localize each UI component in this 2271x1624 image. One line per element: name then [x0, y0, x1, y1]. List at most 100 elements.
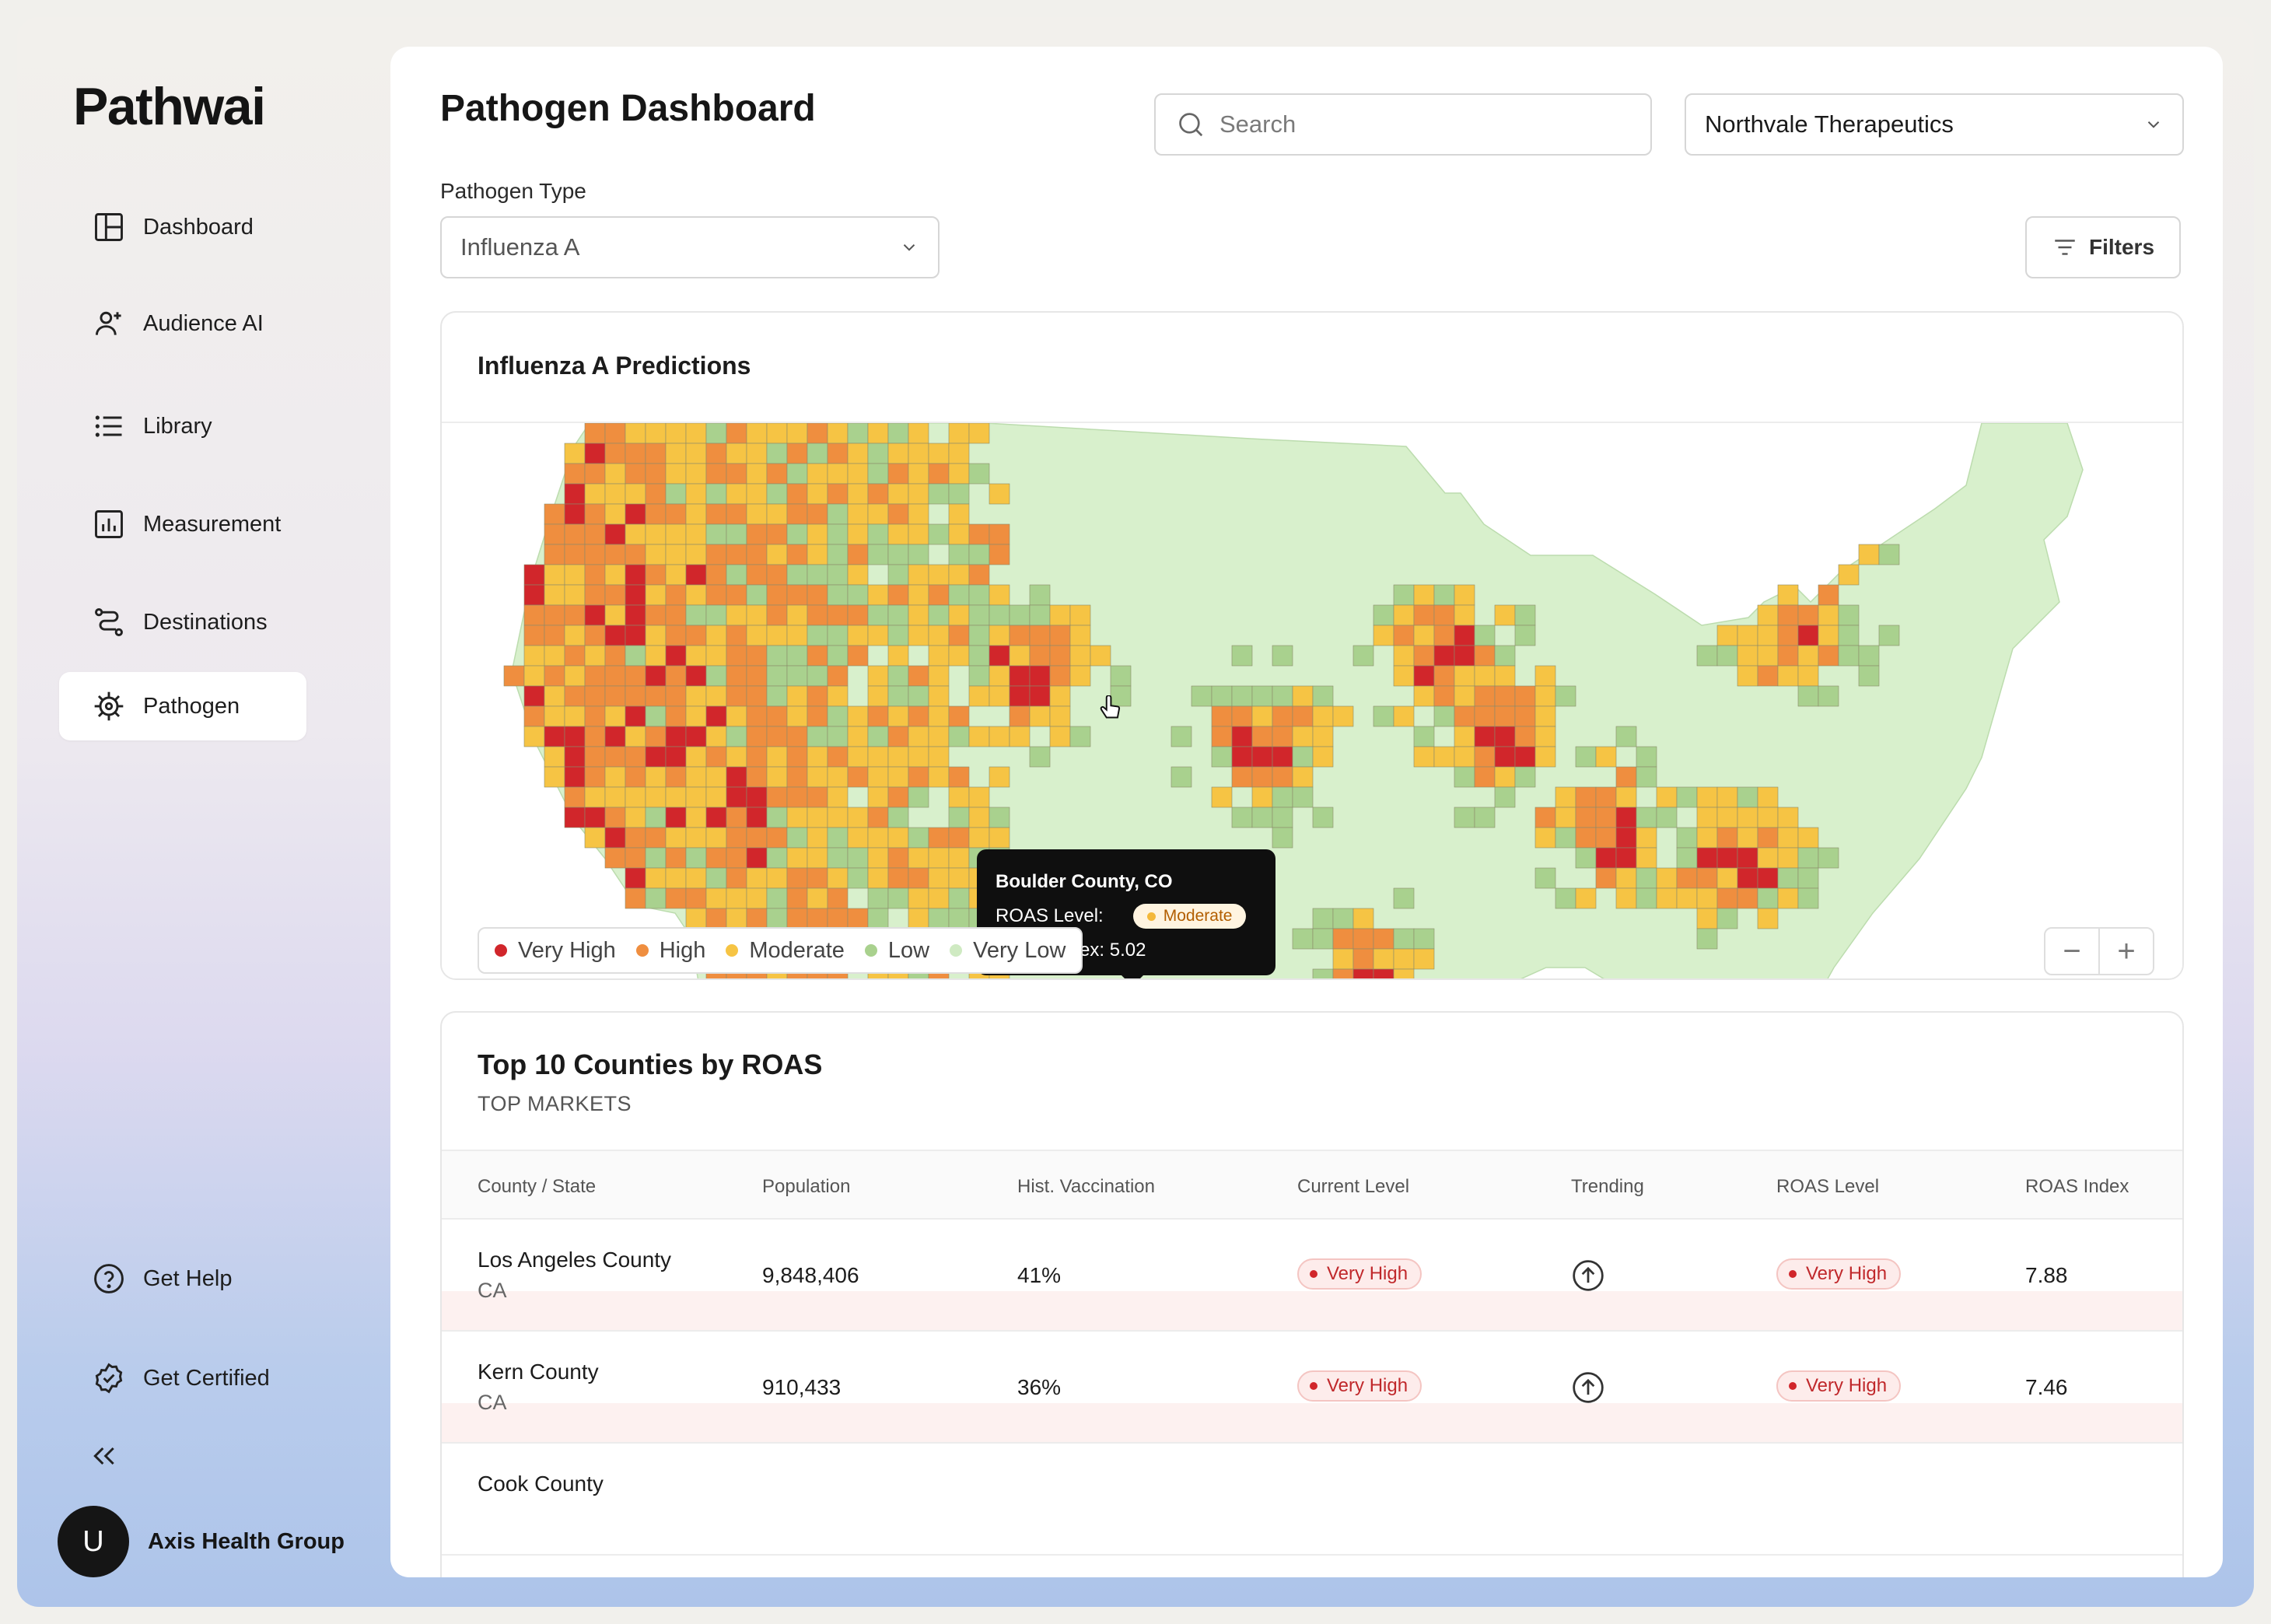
county-region[interactable]: [1454, 766, 1475, 788]
county-region[interactable]: [807, 463, 828, 485]
county-region[interactable]: [645, 766, 667, 788]
county-region[interactable]: [625, 443, 646, 464]
county-region[interactable]: [786, 726, 808, 747]
county-region[interactable]: [847, 422, 869, 444]
county-region[interactable]: [766, 584, 788, 606]
county-region[interactable]: [948, 564, 970, 586]
county-region[interactable]: [928, 887, 950, 909]
sidebar-item-pathogen[interactable]: Pathogen: [59, 672, 306, 740]
county-region[interactable]: [1514, 726, 1536, 747]
county-region[interactable]: [1595, 867, 1617, 889]
county-region[interactable]: [1534, 705, 1556, 727]
county-region[interactable]: [625, 625, 646, 646]
county-region[interactable]: [1716, 807, 1738, 828]
county-region[interactable]: [625, 584, 646, 606]
county-region[interactable]: [928, 705, 950, 727]
county-region[interactable]: [968, 807, 990, 828]
search-box[interactable]: [1154, 93, 1652, 156]
county-region[interactable]: [1696, 827, 1718, 849]
county-region[interactable]: [564, 746, 586, 768]
county-region[interactable]: [1716, 867, 1738, 889]
county-region[interactable]: [645, 887, 667, 909]
county-region[interactable]: [746, 665, 768, 687]
county-region[interactable]: [746, 766, 768, 788]
county-region[interactable]: [928, 443, 950, 464]
county-region[interactable]: [604, 726, 626, 747]
county-region[interactable]: [544, 604, 565, 626]
county-region[interactable]: [625, 665, 646, 687]
county-region[interactable]: [1332, 928, 1354, 950]
county-region[interactable]: [1858, 665, 1880, 687]
county-region[interactable]: [786, 766, 808, 788]
county-region[interactable]: [847, 807, 869, 828]
county-region[interactable]: [908, 726, 929, 747]
county-region[interactable]: [645, 786, 667, 808]
county-region[interactable]: [645, 544, 667, 565]
county-region[interactable]: [807, 847, 828, 869]
county-region[interactable]: [746, 564, 768, 586]
county-region[interactable]: [705, 503, 727, 525]
county-region[interactable]: [726, 584, 747, 606]
county-region[interactable]: [1595, 786, 1617, 808]
county-region[interactable]: [908, 625, 929, 646]
county-region[interactable]: [1373, 968, 1394, 980]
county-region[interactable]: [1009, 685, 1031, 707]
county-region[interactable]: [665, 544, 687, 565]
county-region[interactable]: [1332, 968, 1354, 980]
county-region[interactable]: [867, 604, 889, 626]
county-region[interactable]: [564, 786, 586, 808]
county-region[interactable]: [968, 604, 990, 626]
county-region[interactable]: [1696, 807, 1718, 828]
county-region[interactable]: [665, 422, 687, 444]
county-region[interactable]: [726, 827, 747, 849]
county-region[interactable]: [544, 685, 565, 707]
county-region[interactable]: [1636, 746, 1657, 768]
county-region[interactable]: [827, 726, 849, 747]
county-region[interactable]: [887, 685, 909, 707]
county-region[interactable]: [584, 726, 606, 747]
county-region[interactable]: [544, 503, 565, 525]
county-region[interactable]: [1636, 887, 1657, 909]
county-region[interactable]: [928, 827, 950, 849]
county-region[interactable]: [1009, 705, 1031, 727]
county-region[interactable]: [847, 584, 869, 606]
county-region[interactable]: [1615, 786, 1637, 808]
county-region[interactable]: [1393, 665, 1415, 687]
county-region[interactable]: [1494, 665, 1516, 687]
county-region[interactable]: [1049, 604, 1071, 626]
county-region[interactable]: [1352, 968, 1374, 980]
county-region[interactable]: [766, 483, 788, 505]
county-region[interactable]: [604, 544, 626, 565]
county-region[interactable]: [1656, 887, 1678, 909]
county-region[interactable]: [1049, 625, 1071, 646]
county-region[interactable]: [665, 503, 687, 525]
county-region[interactable]: [685, 807, 707, 828]
county-region[interactable]: [807, 766, 828, 788]
county-region[interactable]: [1656, 807, 1678, 828]
county-region[interactable]: [989, 523, 1010, 545]
county-region[interactable]: [766, 887, 788, 909]
county-region[interactable]: [1413, 665, 1435, 687]
county-region[interactable]: [807, 544, 828, 565]
county-region[interactable]: [1696, 887, 1718, 909]
county-region[interactable]: [625, 887, 646, 909]
county-region[interactable]: [705, 443, 727, 464]
county-region[interactable]: [887, 422, 909, 444]
county-region[interactable]: [887, 544, 909, 565]
county-region[interactable]: [1211, 786, 1233, 808]
county-region[interactable]: [948, 503, 970, 525]
county-region[interactable]: [928, 867, 950, 889]
county-region[interactable]: [1393, 604, 1415, 626]
county-region[interactable]: [1696, 908, 1718, 929]
county-region[interactable]: [604, 847, 626, 869]
county-region[interactable]: [807, 483, 828, 505]
county-region[interactable]: [1494, 726, 1516, 747]
county-region[interactable]: [867, 463, 889, 485]
county-region[interactable]: [1090, 645, 1111, 667]
county-region[interactable]: [1797, 887, 1819, 909]
county-region[interactable]: [665, 604, 687, 626]
county-region[interactable]: [564, 726, 586, 747]
county-region[interactable]: [685, 786, 707, 808]
county-region[interactable]: [786, 483, 808, 505]
county-region[interactable]: [908, 847, 929, 869]
